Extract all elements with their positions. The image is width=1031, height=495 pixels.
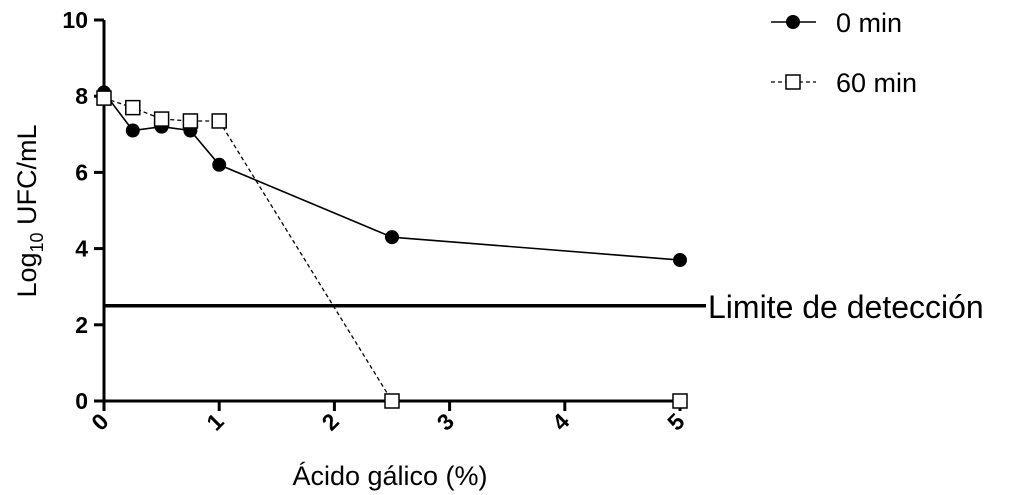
y-tick-label-0: 0 bbox=[75, 388, 88, 414]
x-tick-label-5: 5 bbox=[662, 408, 690, 436]
point-s2-6 bbox=[672, 393, 688, 409]
limit-of-detection-label: Limite de detección bbox=[708, 289, 984, 325]
legend-marker-1 bbox=[786, 15, 800, 29]
x-tick-label-1: 1 bbox=[201, 408, 229, 436]
point-s1-5 bbox=[385, 230, 399, 245]
y-tick-label-4: 4 bbox=[75, 236, 88, 262]
reference-line-group: Limite de detección bbox=[104, 289, 984, 325]
x-tick-label-0: 0 bbox=[86, 408, 113, 435]
axes bbox=[94, 18, 682, 411]
x-tick-label-2: 2 bbox=[317, 408, 344, 435]
x-axis-title: Ácido gálico (%) bbox=[292, 461, 487, 491]
legend: 0 min 60 min bbox=[771, 8, 917, 98]
legend-label-1: 0 min bbox=[836, 8, 902, 38]
tick-labels: 0 2 4 6 8 10 0 1 2 3 4 5 bbox=[62, 7, 689, 436]
point-s1-1 bbox=[125, 123, 140, 138]
y-tick-label-8: 8 bbox=[75, 83, 88, 109]
y-axis-title-subscript: 10 bbox=[27, 232, 47, 252]
series-group bbox=[96, 85, 688, 409]
point-s2-4 bbox=[211, 113, 227, 129]
y-axis-title-main: Log bbox=[12, 252, 42, 297]
x-tick-label-3: 3 bbox=[432, 408, 459, 435]
y-axis-title-rest: UFC/mL bbox=[12, 124, 42, 232]
point-s2-2 bbox=[153, 111, 170, 127]
x-tick-label-4: 4 bbox=[547, 408, 575, 436]
point-s1-6 bbox=[673, 253, 687, 268]
legend-marker-2 bbox=[785, 74, 801, 90]
y-axis-title: Log10 UFC/mL bbox=[12, 124, 47, 297]
point-s2-5 bbox=[384, 393, 400, 409]
y-tick-label-10: 10 bbox=[62, 7, 88, 33]
series-line-2 bbox=[103, 97, 680, 402]
y-tick-label-2: 2 bbox=[75, 312, 88, 338]
legend-label-2: 60 min bbox=[836, 68, 917, 98]
point-s2-3 bbox=[182, 113, 199, 129]
y-tick-label-6: 6 bbox=[75, 159, 88, 185]
point-s2-0 bbox=[96, 90, 112, 106]
point-s1-4 bbox=[212, 157, 227, 172]
point-s2-1 bbox=[125, 99, 141, 116]
